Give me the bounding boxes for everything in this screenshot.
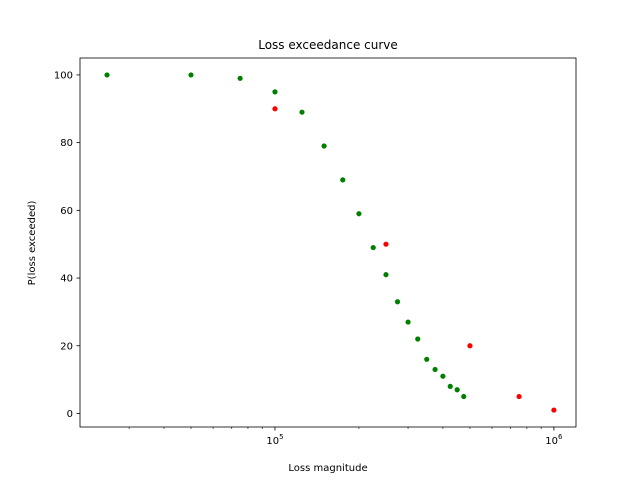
data-point-s0-14: [432, 366, 438, 373]
data-point-s0-1: [188, 72, 194, 78]
data-point-s1-1: [383, 241, 389, 247]
data-point-s0-10: [394, 299, 401, 305]
data-point-s1-0: [272, 106, 278, 112]
data-point-s0-8: [370, 244, 376, 251]
data-point-s0-5: [321, 143, 327, 149]
plot-area: 0 20 40 60 80 100 105 106: [54, 57, 577, 447]
data-point-s0-6: [340, 177, 346, 183]
data-point-s0-9: [383, 272, 389, 278]
x-tick-label-1e5: 105: [266, 433, 283, 447]
y-axis-label: P(loss exceeded): [27, 201, 38, 286]
y-tick-label-0: 0: [67, 409, 73, 420]
data-point-s0-17: [454, 387, 460, 393]
x-tick-label-1e6: 106: [545, 433, 563, 447]
data-point-s0-4: [299, 109, 305, 115]
chart-title: Loss exceedance curve: [258, 38, 398, 52]
data-point-s0-0: [104, 72, 110, 78]
y-tick-label-80: 80: [60, 138, 73, 149]
x-axis-label: Loss magnitude: [288, 463, 367, 474]
data-point-s1-4: [551, 407, 557, 413]
data-point-s0-12: [415, 336, 421, 342]
data-point-s1-3: [516, 393, 522, 400]
y-tick-label-100: 100: [54, 70, 73, 81]
data-point-s0-3: [272, 89, 278, 95]
data-point-s0-16: [447, 383, 453, 389]
data-point-s1-2: [467, 343, 473, 349]
y-tick-label-20: 20: [60, 341, 73, 352]
data-point-s0-11: [405, 319, 411, 325]
data-point-s0-13: [424, 356, 430, 362]
axes-frame: [79, 57, 577, 428]
y-tick-label-40: 40: [60, 274, 73, 285]
data-point-s0-2: [237, 75, 243, 81]
data-point-s0-15: [440, 373, 446, 379]
data-point-s0-18: [461, 393, 467, 400]
y-tick-label-60: 60: [60, 206, 73, 217]
data-point-s0-7: [356, 211, 362, 217]
